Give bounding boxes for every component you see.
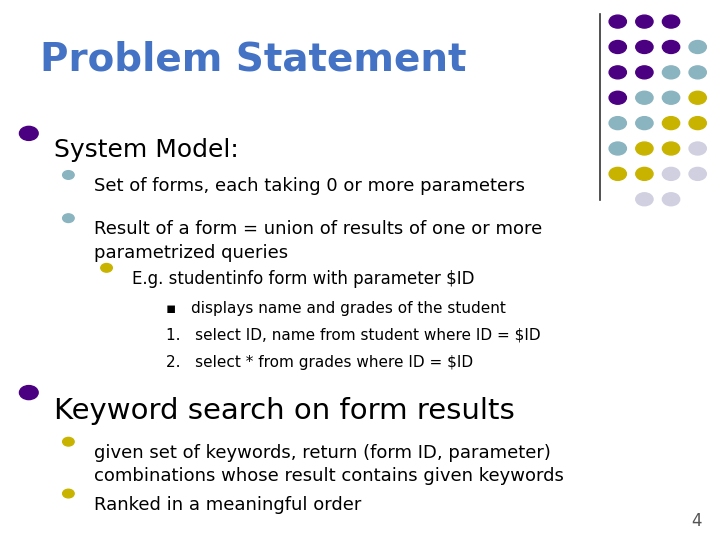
Circle shape [63,437,74,446]
Circle shape [636,66,653,79]
Circle shape [19,386,38,400]
Circle shape [662,167,680,180]
Circle shape [689,142,706,155]
Text: Ranked in a meaningful order: Ranked in a meaningful order [94,496,361,514]
Circle shape [636,142,653,155]
Circle shape [662,15,680,28]
Circle shape [63,214,74,222]
Text: ▪   displays name and grades of the student: ▪ displays name and grades of the studen… [166,301,505,316]
Text: System Model:: System Model: [54,138,239,161]
Circle shape [101,264,112,272]
Circle shape [662,91,680,104]
Circle shape [636,193,653,206]
Circle shape [609,66,626,79]
Text: Keyword search on form results: Keyword search on form results [54,397,515,425]
Circle shape [63,171,74,179]
Text: 4: 4 [691,512,702,530]
Circle shape [636,40,653,53]
Circle shape [689,66,706,79]
Circle shape [689,40,706,53]
Circle shape [609,142,626,155]
Circle shape [609,117,626,130]
Circle shape [609,40,626,53]
Circle shape [636,15,653,28]
Text: Result of a form = union of results of one or more
parametrized queries: Result of a form = union of results of o… [94,220,542,262]
Circle shape [609,167,626,180]
Text: Problem Statement: Problem Statement [40,40,466,78]
Circle shape [662,193,680,206]
Circle shape [19,126,38,140]
Circle shape [689,91,706,104]
Circle shape [63,489,74,498]
Text: 1.   select ID, name from student where ID = $ID: 1. select ID, name from student where ID… [166,328,540,343]
Circle shape [689,167,706,180]
Text: Set of forms, each taking 0 or more parameters: Set of forms, each taking 0 or more para… [94,177,525,195]
Circle shape [662,117,680,130]
Circle shape [609,91,626,104]
Text: given set of keywords, return (form ID, parameter)
combinations whose result con: given set of keywords, return (form ID, … [94,444,564,485]
Text: E.g. studentinfo form with parameter $ID: E.g. studentinfo form with parameter $ID [132,270,474,288]
Circle shape [636,91,653,104]
Text: 2.   select * from grades where ID = $ID: 2. select * from grades where ID = $ID [166,355,473,370]
Circle shape [689,117,706,130]
Circle shape [636,117,653,130]
Circle shape [662,40,680,53]
Circle shape [662,142,680,155]
Circle shape [609,15,626,28]
Circle shape [662,66,680,79]
Circle shape [636,167,653,180]
